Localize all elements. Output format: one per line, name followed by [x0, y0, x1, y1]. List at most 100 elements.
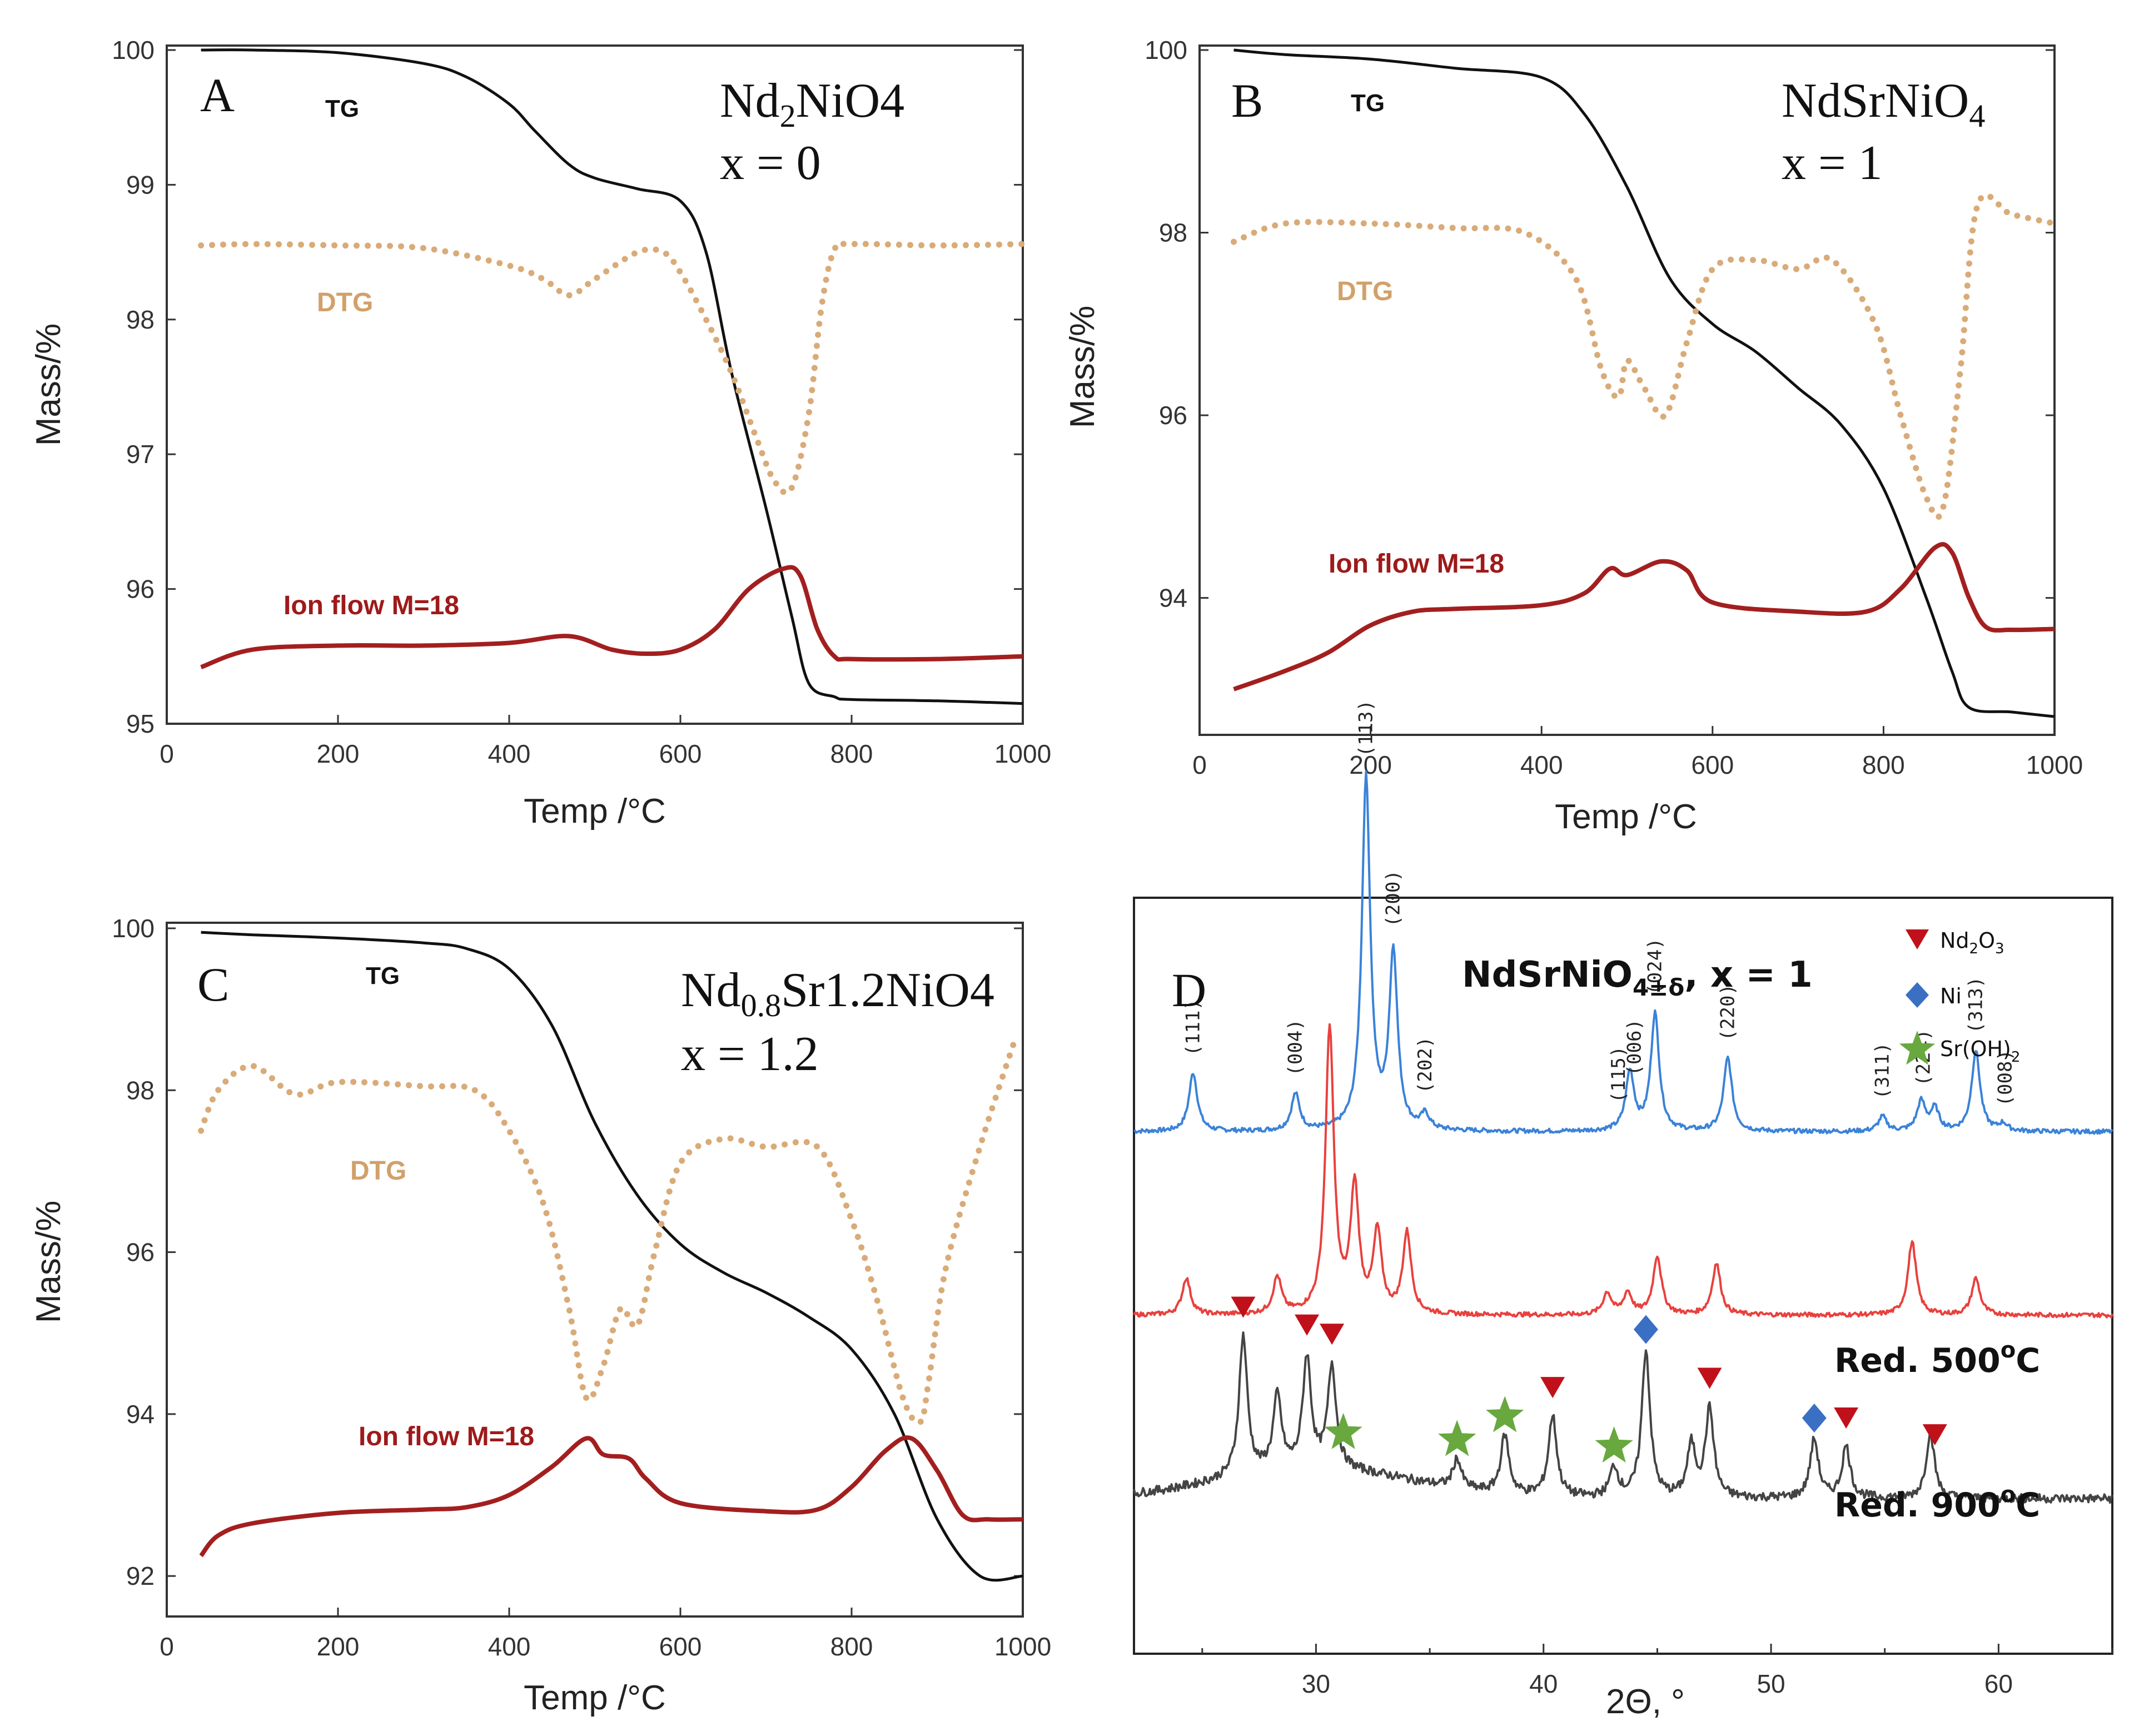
panel-a-frame	[166, 44, 1024, 725]
nd2o3-triangle-icon	[1540, 1377, 1565, 1399]
panel-c-ion-label: Ion flow M=18	[359, 1422, 534, 1451]
hkl-label: (024)	[1644, 938, 1666, 994]
panel-b-tg-label: TG	[1351, 89, 1385, 117]
hkl-label: (006)	[1623, 1019, 1645, 1076]
panel-a-label: A	[200, 68, 235, 122]
panel-d-hkl-labels: (111) (004) (113) (200) (202) (115)(006) (024)…	[1182, 700, 2016, 1106]
xrd-pattern-1	[1133, 770, 2113, 1135]
panel-b-label: B	[1231, 74, 1263, 127]
panel-c-frame	[166, 922, 1024, 1618]
sroh2-star-icon	[1485, 1396, 1524, 1432]
red-500-label: Red. 500oC	[1834, 1337, 2040, 1380]
panel-b-ion-label: Ion flow M=18	[1329, 549, 1504, 579]
panel-b-dtg-label: DTG	[1337, 277, 1393, 306]
y-tick-label: 96	[126, 1238, 155, 1267]
panel-c-ticks: 0 200 400 600 800 1000 92 94 96 98 100	[112, 914, 1051, 1661]
series-dtg	[198, 1038, 1018, 1426]
x-tick-label: 1000	[994, 739, 1051, 768]
nd2o3-triangle-icon	[1295, 1314, 1320, 1336]
x-tick-label: 600	[1691, 750, 1734, 779]
series-ion-flow-m-18	[1233, 542, 2055, 692]
panel-d-xlabel: 2Θ, °	[1606, 1683, 1685, 1721]
ni-diamond-icon	[1633, 1315, 1658, 1344]
nd2o3-triangle-icon	[1697, 1367, 1722, 1389]
panel-c-dtg-label: DTG	[350, 1156, 406, 1186]
y-tick-label: 99	[126, 170, 155, 199]
x-tick-label: 0	[160, 739, 174, 768]
hkl-label: (220)	[1717, 984, 1739, 1041]
y-tick-label: 94	[1159, 584, 1187, 613]
panel-a-ticks: 0 200 400 600 800 1000 95 96 97 98 99 100	[112, 36, 1051, 768]
y-tick-label: 96	[126, 575, 155, 604]
y-tick-label: 98	[1159, 218, 1187, 247]
panel-a-formula: Nd2NiO4	[720, 74, 904, 134]
panel-c-x-value: x = 1.2	[681, 1027, 819, 1081]
x-tick-label: 600	[659, 1632, 702, 1661]
panel-c-ylabel: Mass/%	[29, 1201, 68, 1323]
x-tick-label: 200	[317, 739, 360, 768]
panel-d-label: D	[1172, 963, 1206, 1017]
x-tick-label: 200	[1349, 750, 1392, 779]
x-tick-label: 400	[1520, 750, 1563, 779]
sroh2-star-icon	[1595, 1426, 1633, 1463]
panel-b: 0 200 400 600 800 1000 94 96 98 100 B TG NdSrNiO4…	[1063, 36, 2083, 836]
red-900-label: Red. 900oC	[1834, 1482, 2040, 1525]
x-tick-label: 400	[488, 739, 531, 768]
sroh2-star-icon	[1438, 1420, 1476, 1456]
hkl-label: (311)	[1872, 1042, 1894, 1099]
legend-ni: Ni	[1940, 984, 1962, 1008]
series-ion-flow-m-18	[199, 1435, 1023, 1558]
panel-c-series	[198, 931, 1023, 1582]
x-tick-label: 200	[317, 1632, 360, 1661]
panel-c: 0 200 400 600 800 1000 92 94 96 98 100 C TG Nd0.8S…	[29, 914, 1051, 1717]
panel-a-ylabel: Mass/%	[29, 324, 68, 446]
xrd-pattern-3	[1133, 1331, 2113, 1504]
ni-diamond-icon	[1802, 1404, 1827, 1433]
panel-a-ion-label: Ion flow M=18	[283, 591, 459, 620]
y-tick-label: 97	[126, 440, 155, 469]
panel-b-ylabel: Mass/%	[1063, 306, 1102, 428]
y-tick-label: 95	[126, 709, 155, 738]
series-tg	[201, 931, 1023, 1582]
series-tg	[1233, 48, 2055, 718]
x-tick-label: 60	[1984, 1669, 2013, 1698]
panel-d-frame	[1133, 897, 2113, 1655]
legend-diamond-icon	[1906, 982, 1929, 1008]
x-tick-label: 800	[830, 1632, 873, 1661]
panel-d: 30 40 50 60 (111) (004)(113)(200)(202) (115)(…	[1133, 700, 2113, 1721]
hkl-label: (202)	[1414, 1037, 1436, 1093]
hkl-label: (008)	[1994, 1049, 2017, 1106]
panel-c-label: C	[197, 958, 229, 1011]
legend-triangle-icon	[1906, 929, 1929, 949]
x-tick-label: 800	[1862, 750, 1905, 779]
panel-c-formula: Nd0.8Sr1.2NiO4	[681, 963, 994, 1023]
y-tick-label: 100	[112, 36, 155, 64]
y-tick-label: 100	[1145, 36, 1187, 64]
series-dtg	[1231, 192, 2058, 520]
panel-c-tg-label: TG	[366, 962, 400, 989]
hkl-label: (004)	[1285, 1019, 1307, 1076]
panel-d-ticks: 30 40 50 60	[1201, 1644, 2113, 1698]
panel-d-series	[1133, 770, 2113, 1504]
x-tick-label: 1000	[994, 1632, 1051, 1661]
x-tick-label: 1000	[2026, 750, 2083, 779]
panel-a-dtg-label: DTG	[317, 288, 373, 317]
y-tick-label: 96	[1159, 401, 1187, 430]
hkl-label: (115)	[1608, 1046, 1630, 1103]
x-tick-label: 40	[1529, 1669, 1558, 1698]
hkl-label: (200)	[1382, 870, 1405, 927]
panel-b-x-value: x = 1	[1782, 136, 1883, 190]
legend-star-icon	[1899, 1031, 1936, 1065]
nd2o3-triangle-icon	[1834, 1407, 1859, 1429]
x-tick-label: 400	[488, 1632, 531, 1661]
x-tick-label: 800	[830, 739, 873, 768]
panel-a-x-value: x = 0	[720, 136, 821, 190]
panel-b-frame	[1198, 44, 2056, 736]
panel-d-phase-markers	[1231, 1296, 1947, 1463]
nd2o3-triangle-icon	[1231, 1296, 1256, 1318]
hkl-label: (111)	[1182, 999, 1204, 1056]
nd2o3-triangle-icon	[1320, 1324, 1345, 1345]
panel-c-xlabel: Temp /°C	[524, 1679, 666, 1717]
hkl-label: (313)	[1964, 977, 1987, 1033]
